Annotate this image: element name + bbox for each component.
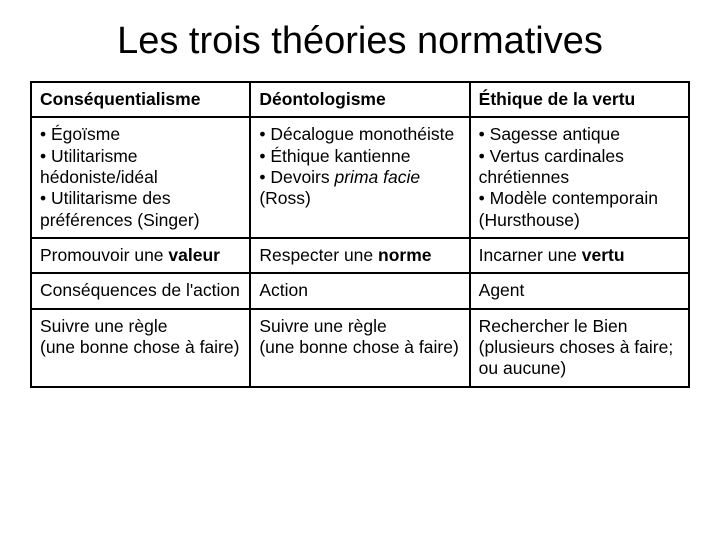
table-cell: Respecter une norme	[250, 238, 469, 273]
table-cell: Promouvoir une valeur	[31, 238, 250, 273]
table-cell: Déontologisme	[250, 82, 469, 117]
table-cell: • Égoïsme• Utilitarisme hédoniste/idéal•…	[31, 117, 250, 238]
theories-table: ConséquentialismeDéontologismeÉthique de…	[30, 81, 690, 388]
table-cell: Agent	[470, 273, 689, 308]
table-cell: Suivre une règle(une bonne chose à faire…	[31, 309, 250, 387]
table-cell: Rechercher le Bien(plusieurs choses à fa…	[470, 309, 689, 387]
table-cell: Éthique de la vertu	[470, 82, 689, 117]
table-cell: Suivre une règle(une bonne chose à faire…	[250, 309, 469, 387]
page-title: Les trois théories normatives	[30, 20, 690, 63]
table-cell: Action	[250, 273, 469, 308]
table-cell: • Décalogue monothéiste• Éthique kantien…	[250, 117, 469, 238]
table-row: ConséquentialismeDéontologismeÉthique de…	[31, 82, 689, 117]
table-cell: Incarner une vertu	[470, 238, 689, 273]
table-cell: • Sagesse antique• Vertus cardinales chr…	[470, 117, 689, 238]
table-row: Conséquences de l'actionActionAgent	[31, 273, 689, 308]
table-row: Promouvoir une valeurRespecter une norme…	[31, 238, 689, 273]
table-cell: Conséquentialisme	[31, 82, 250, 117]
table-cell: Conséquences de l'action	[31, 273, 250, 308]
table-row: Suivre une règle(une bonne chose à faire…	[31, 309, 689, 387]
table-row: • Égoïsme• Utilitarisme hédoniste/idéal•…	[31, 117, 689, 238]
